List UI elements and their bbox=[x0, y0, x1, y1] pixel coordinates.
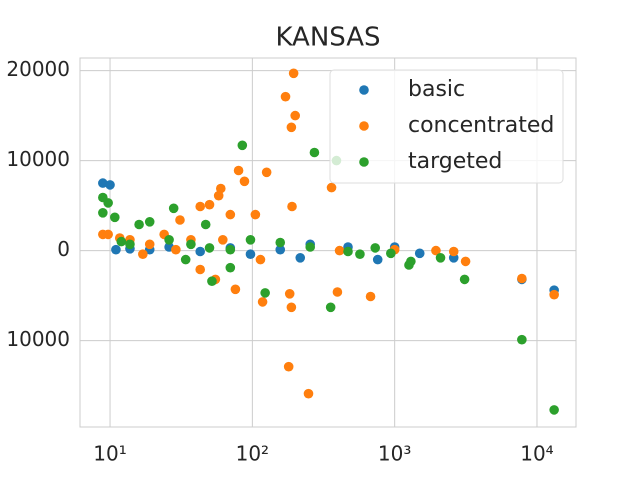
point bbox=[218, 235, 228, 245]
point bbox=[245, 249, 256, 259]
point bbox=[245, 235, 256, 245]
point bbox=[110, 212, 120, 223]
point bbox=[111, 244, 121, 255]
point bbox=[517, 334, 527, 345]
plot-frame bbox=[79, 57, 577, 428]
y-tick-label: 10000 bbox=[6, 327, 70, 351]
point bbox=[257, 297, 268, 307]
legend-label: concentrated bbox=[408, 113, 554, 138]
point bbox=[138, 249, 148, 259]
point bbox=[431, 245, 441, 256]
point bbox=[207, 276, 217, 287]
point bbox=[305, 242, 316, 252]
y-tick-label: 0 bbox=[57, 237, 70, 261]
point bbox=[105, 180, 115, 190]
point bbox=[260, 288, 270, 298]
point bbox=[334, 245, 345, 256]
point bbox=[195, 201, 205, 212]
point bbox=[98, 178, 108, 188]
point bbox=[233, 165, 244, 176]
point bbox=[237, 140, 248, 151]
point bbox=[168, 203, 179, 214]
point bbox=[517, 273, 527, 284]
point bbox=[372, 254, 383, 265]
x-tick-label: 10³ bbox=[378, 442, 411, 466]
point bbox=[204, 243, 215, 253]
point bbox=[261, 167, 272, 178]
point bbox=[225, 209, 236, 220]
point bbox=[355, 249, 365, 259]
x-tick-label: 10¹ bbox=[93, 442, 126, 466]
point bbox=[283, 361, 294, 372]
point bbox=[239, 176, 250, 187]
point bbox=[144, 239, 155, 250]
point bbox=[309, 147, 320, 158]
point bbox=[287, 201, 297, 212]
point bbox=[435, 252, 446, 263]
point bbox=[326, 182, 337, 193]
y-tick-label: 10000 bbox=[6, 147, 70, 171]
point bbox=[255, 254, 266, 265]
legend-label: targeted bbox=[408, 149, 502, 174]
point bbox=[116, 236, 127, 247]
point bbox=[343, 246, 353, 257]
point bbox=[215, 183, 226, 194]
point bbox=[290, 110, 300, 121]
point bbox=[103, 198, 113, 208]
point bbox=[406, 256, 416, 267]
point bbox=[200, 219, 211, 230]
point bbox=[213, 190, 224, 201]
point bbox=[230, 284, 241, 295]
point bbox=[125, 239, 135, 250]
point bbox=[164, 235, 174, 245]
point bbox=[365, 291, 376, 302]
legend: basic concentrated targeted bbox=[329, 69, 564, 184]
point bbox=[275, 244, 286, 255]
legend-box bbox=[329, 69, 564, 184]
point bbox=[295, 252, 306, 263]
point bbox=[275, 237, 286, 248]
point bbox=[325, 302, 336, 313]
point bbox=[286, 122, 297, 133]
point bbox=[103, 229, 113, 240]
point bbox=[195, 264, 205, 275]
chart-title: KANSAS bbox=[275, 23, 380, 53]
point bbox=[134, 219, 144, 230]
point bbox=[460, 256, 471, 267]
point bbox=[195, 246, 205, 257]
x-tick-label: 10⁴ bbox=[520, 442, 553, 466]
legend-label: basic bbox=[408, 77, 465, 102]
legend-marker bbox=[359, 121, 369, 131]
legend-marker bbox=[359, 85, 369, 95]
point bbox=[549, 289, 559, 300]
point bbox=[303, 388, 314, 399]
point bbox=[225, 244, 236, 255]
point bbox=[288, 68, 299, 79]
legend-marker bbox=[359, 157, 369, 167]
point bbox=[171, 244, 181, 255]
point bbox=[98, 208, 108, 218]
point bbox=[204, 199, 215, 210]
point bbox=[180, 254, 191, 265]
point bbox=[175, 215, 185, 225]
point bbox=[549, 405, 559, 415]
point bbox=[286, 302, 297, 313]
point bbox=[284, 289, 295, 299]
point bbox=[414, 248, 425, 259]
point bbox=[280, 91, 291, 102]
point bbox=[386, 248, 396, 259]
point bbox=[186, 239, 196, 250]
point bbox=[459, 274, 470, 285]
point bbox=[225, 262, 236, 273]
point bbox=[250, 209, 261, 220]
point bbox=[144, 217, 155, 227]
point bbox=[332, 287, 343, 297]
x-tick-label: 10² bbox=[236, 442, 269, 466]
point bbox=[370, 243, 381, 253]
y-tick-label: 20000 bbox=[6, 57, 70, 81]
point bbox=[448, 246, 459, 257]
